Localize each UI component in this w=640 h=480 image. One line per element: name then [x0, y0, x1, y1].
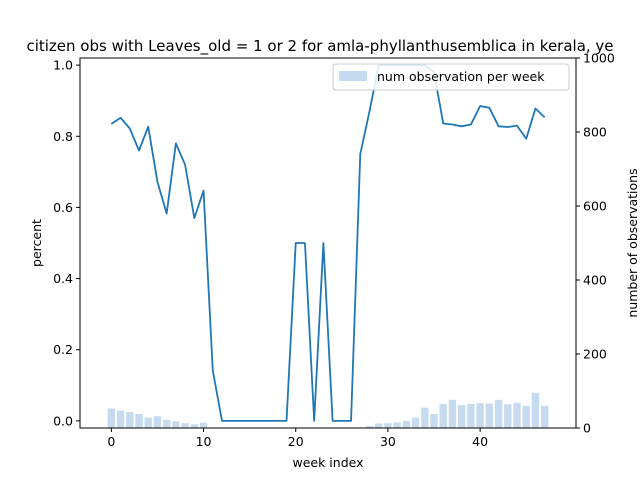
y-axis-right-label: number of observations: [625, 168, 640, 317]
bar: [494, 399, 503, 428]
x-tick-label: 30: [380, 434, 396, 449]
bar: [384, 423, 392, 428]
bar: [540, 405, 549, 428]
y-left-tick-label: 0.8: [53, 129, 73, 144]
percent-line: [110, 64, 546, 422]
bar: [457, 405, 466, 428]
bar: [448, 399, 457, 428]
y-axis-right: 0 200 400 600 800 1000: [576, 51, 615, 436]
x-tick-label: 20: [288, 434, 304, 449]
bar: [144, 417, 152, 428]
bar: [393, 422, 401, 428]
bar: [126, 412, 134, 428]
bar: [411, 417, 420, 428]
x-tick-label: 10: [196, 434, 212, 449]
legend-swatch: [339, 71, 367, 81]
line-layer: [110, 64, 546, 422]
bar: [135, 413, 143, 428]
bar: [162, 419, 171, 428]
bar: [172, 421, 180, 428]
bar: [421, 407, 429, 428]
bar: [190, 424, 199, 428]
bar: [439, 403, 447, 428]
chart-title: citizen obs with Leaves_old = 1 or 2 for…: [26, 37, 613, 56]
legend-label: num observation per week: [377, 69, 545, 84]
y-left-tick-label: 0.2: [53, 342, 73, 357]
y-right-tick-label: 200: [583, 347, 607, 362]
bar: [107, 408, 116, 428]
legend: num observation per week: [332, 63, 570, 91]
bar: [375, 423, 383, 428]
x-tick-label: 40: [472, 434, 488, 449]
bar: [153, 416, 162, 428]
legend-box: [332, 63, 570, 91]
y-right-tick-label: 1000: [583, 51, 615, 66]
y-right-tick-label: 400: [583, 273, 607, 288]
bar: [531, 392, 540, 428]
x-axis: 0 10 20 30 40: [107, 428, 488, 449]
y-right-tick-label: 600: [583, 199, 607, 214]
y-left-tick-label: 0.0: [53, 413, 73, 428]
plot-frame: [79, 57, 577, 429]
bar: [476, 403, 484, 428]
y-left-tick-label: 0.4: [53, 271, 73, 286]
bar: [485, 403, 494, 428]
bars-layer: [107, 392, 549, 428]
x-axis-label: week index: [292, 455, 363, 470]
y-axis-left: 0.0 0.2 0.4 0.6 0.8 1.0: [53, 58, 80, 428]
bar: [365, 426, 374, 428]
y-right-tick-label: 800: [583, 125, 607, 140]
x-tick-label: 0: [107, 434, 115, 449]
y-left-tick-label: 1.0: [53, 58, 73, 73]
bar: [116, 410, 125, 428]
bar: [522, 405, 530, 428]
bar: [181, 423, 189, 428]
bar: [513, 402, 521, 428]
bar: [430, 413, 438, 428]
bar: [402, 420, 411, 428]
bar: [504, 404, 512, 428]
y-left-tick-label: 0.6: [53, 200, 73, 215]
y-right-tick-label: 0: [583, 421, 591, 436]
bar: [467, 403, 475, 428]
bar: [199, 422, 208, 428]
y-axis-left-label: percent: [29, 219, 44, 267]
